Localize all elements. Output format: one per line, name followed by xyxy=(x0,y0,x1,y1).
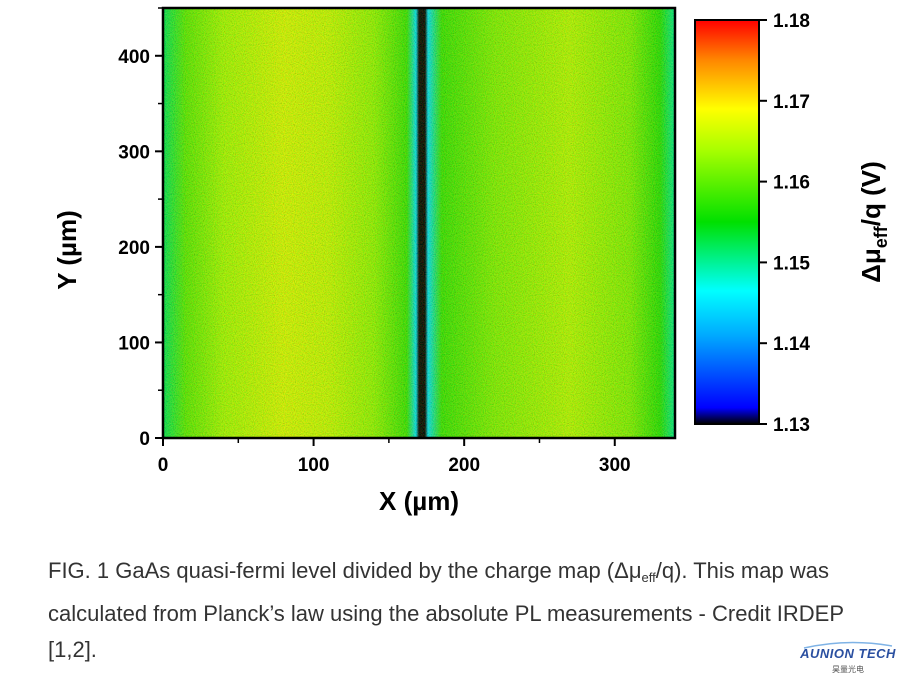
y-axis-ticks: 0 100 200 300 400 xyxy=(118,7,163,450)
y-tick-label: 0 xyxy=(139,429,150,450)
colorbar-tick-label: 1.17 xyxy=(773,92,810,113)
caption-subscript: eff xyxy=(641,570,656,585)
y-tick-label: 300 xyxy=(118,142,150,163)
x-tick-label: 300 xyxy=(599,455,631,476)
y-tick-label: 400 xyxy=(118,47,150,68)
colorbar-gradient xyxy=(695,20,759,424)
figure-caption: FIG. 1 GaAs quasi-fermi level divided by… xyxy=(48,553,878,668)
caption-text-part2: /q). This map was calculated from Planck… xyxy=(48,558,844,662)
colorbar-tick-label: 1.14 xyxy=(773,334,810,355)
x-tick-label: 200 xyxy=(448,455,480,476)
y-tick-label: 200 xyxy=(118,238,150,259)
logo-swoosh-icon xyxy=(803,641,893,649)
colorbar-frame xyxy=(694,19,760,425)
colorbar-tick-label: 1.15 xyxy=(773,253,810,274)
heatmap-figure: 0 100 200 300 0 100 200 300 400 X (µm) Y (µm) 1… xyxy=(52,6,891,516)
heatmap-noise-texture xyxy=(163,8,675,438)
logo-subtext: 昊量光电 xyxy=(832,665,864,674)
y-axis-title: Y (µm) xyxy=(52,210,82,290)
colorbar-tick-label: 1.13 xyxy=(773,415,810,436)
aunion-tech-logo: AUNION TECH 昊量光电 xyxy=(798,640,898,680)
caption-text-part1: FIG. 1 GaAs quasi-fermi level divided by… xyxy=(48,558,642,583)
heatmap-plot-area: 0 100 200 300 0 100 200 300 400 xyxy=(118,6,677,476)
x-axis-ticks: 0 100 200 300 xyxy=(158,438,631,476)
colorbar: 1.18 1.17 1.16 1.15 1.14 1.13 Δμeff/q (V) xyxy=(694,11,891,436)
plot-frame xyxy=(161,6,677,440)
logo-text: AUNION TECH xyxy=(800,646,896,661)
x-tick-label: 0 xyxy=(158,455,169,476)
x-axis-title: X (µm) xyxy=(379,486,459,516)
colorbar-tick-label: 1.18 xyxy=(773,11,810,32)
x-tick-label: 100 xyxy=(298,455,330,476)
y-tick-label: 100 xyxy=(118,333,150,354)
colorbar-title: Δμeff/q (V) xyxy=(856,161,891,283)
colorbar-ticks: 1.18 1.17 1.16 1.15 1.14 1.13 xyxy=(759,11,810,436)
colorbar-tick-label: 1.16 xyxy=(773,173,810,194)
